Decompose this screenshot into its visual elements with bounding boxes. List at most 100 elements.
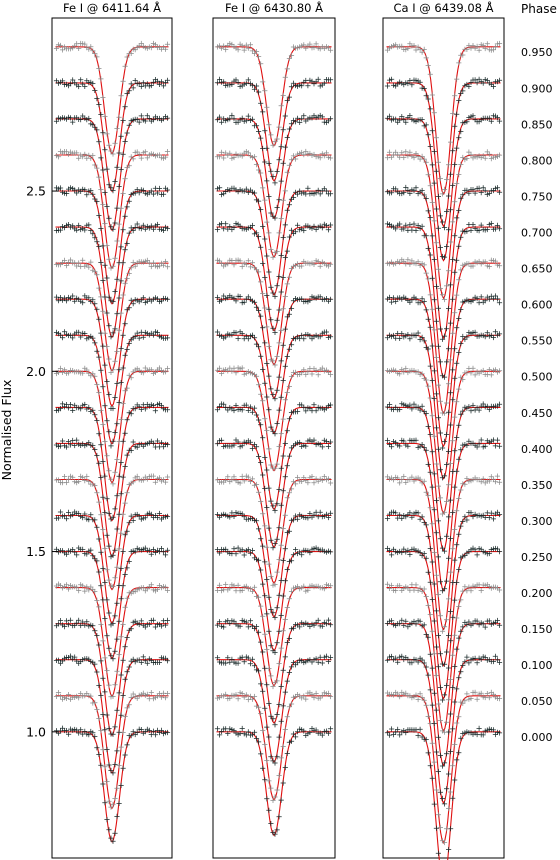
phase-profile	[53, 653, 171, 776]
observed-points	[53, 365, 171, 487]
observed-points	[214, 293, 334, 402]
phase-profile	[214, 401, 334, 514]
phase-label: 0.850	[521, 118, 553, 131]
observed-points	[384, 581, 503, 735]
phase-profile	[214, 329, 334, 437]
model-fit-line	[216, 82, 332, 182]
phase-label: 0.150	[521, 623, 553, 636]
model-fit-line	[216, 46, 332, 147]
phase-header: Phase	[521, 2, 557, 16]
observed-points	[53, 401, 171, 522]
model-fit-line	[216, 587, 332, 687]
phase-label: 0.550	[521, 335, 553, 348]
model-fit-line	[216, 731, 332, 837]
observed-points	[53, 113, 171, 232]
observed-points	[53, 473, 171, 590]
model-fit-line	[216, 406, 332, 511]
phase-profile	[53, 545, 171, 662]
observed-points	[384, 329, 503, 481]
observed-points	[53, 293, 171, 412]
phase-profile	[384, 220, 503, 380]
phase-profile	[384, 689, 503, 846]
phase-profile	[384, 509, 503, 667]
model-fit-line	[216, 154, 332, 258]
model-fit-line	[216, 514, 332, 618]
phase-labels: 0.000 0.050 0.100 0.150 0.200 0.250 0.300 0.350…	[521, 46, 553, 744]
phase-label: 0.000	[521, 731, 553, 744]
phase-label: 0.300	[521, 515, 553, 528]
model-fit-line	[55, 659, 169, 774]
observed-points	[384, 473, 503, 634]
y-axis-label: Normalised Flux	[0, 380, 14, 481]
observed-points	[214, 257, 334, 368]
observed-points	[53, 653, 171, 776]
observed-points	[384, 220, 503, 380]
model-fit-line	[216, 695, 332, 801]
phase-profile	[214, 545, 334, 655]
model-fit-line	[216, 370, 332, 472]
model-fit-line	[216, 262, 332, 366]
phase-profile	[214, 257, 334, 368]
phase-profile	[53, 690, 171, 810]
panel-title: Fe I @ 6430.80 Å	[225, 0, 323, 15]
phase-profile	[384, 617, 503, 769]
model-fit-line	[216, 551, 332, 652]
y-tick-label: 1.5	[26, 544, 46, 559]
phase-profile	[384, 329, 503, 481]
observed-points	[53, 617, 171, 737]
observed-points	[53, 257, 171, 375]
observed-points	[53, 221, 171, 340]
model-fit-line	[55, 695, 169, 810]
model-fit-line	[216, 334, 332, 435]
phase-profile	[384, 365, 503, 517]
model-fit-line	[216, 190, 332, 296]
observed-points	[53, 40, 171, 157]
phase-label: 0.500	[521, 371, 553, 384]
phase-label: 0.250	[521, 551, 553, 564]
phase-profile	[53, 509, 171, 628]
phase-profile	[53, 113, 171, 232]
observed-points	[53, 148, 171, 271]
observed-points	[214, 437, 334, 551]
model-fit-line	[55, 406, 169, 522]
observed-points	[53, 725, 171, 844]
phase-label: 0.950	[521, 46, 553, 59]
observed-points	[384, 653, 503, 807]
model-fit-line	[216, 659, 332, 763]
phase-profile	[214, 112, 334, 221]
phase-profile	[214, 617, 334, 728]
observed-points	[53, 329, 171, 449]
phase-profile	[384, 184, 503, 342]
phase-profile	[214, 653, 334, 766]
observed-points	[53, 690, 171, 810]
phase-label: 0.350	[521, 479, 553, 492]
phase-profile	[384, 113, 503, 262]
model-fit-line	[55, 623, 169, 736]
observed-points	[214, 76, 334, 186]
observed-points	[53, 185, 171, 304]
model-fit-line	[216, 226, 332, 332]
observed-points	[384, 437, 503, 594]
model-fit-line	[216, 623, 332, 724]
y-tick-label: 1.0	[26, 724, 46, 739]
phase-profile	[53, 185, 171, 305]
model-fit-line	[55, 154, 169, 270]
phase-profile	[53, 473, 171, 591]
observed-points	[384, 149, 503, 303]
observed-points	[214, 112, 334, 221]
observed-points	[214, 653, 334, 766]
phase-profile	[384, 401, 503, 554]
panels-layer: Fe I @ 6411.64 Å Fe I @ 6430.80 Å Ca I @ 6…	[51, 0, 505, 860]
phase-label: 0.400	[521, 443, 553, 456]
panel-frame	[51, 17, 173, 859]
phase-profile	[53, 293, 171, 412]
phase-label: 0.600	[521, 299, 553, 312]
observed-points	[384, 725, 503, 856]
observed-points	[384, 113, 503, 260]
observed-points	[53, 509, 171, 628]
model-fit-line	[216, 442, 332, 549]
observed-points	[214, 509, 334, 621]
phase-profile	[214, 437, 334, 551]
y-axis: 1.0 1.5 2.0 2.5	[26, 184, 58, 739]
